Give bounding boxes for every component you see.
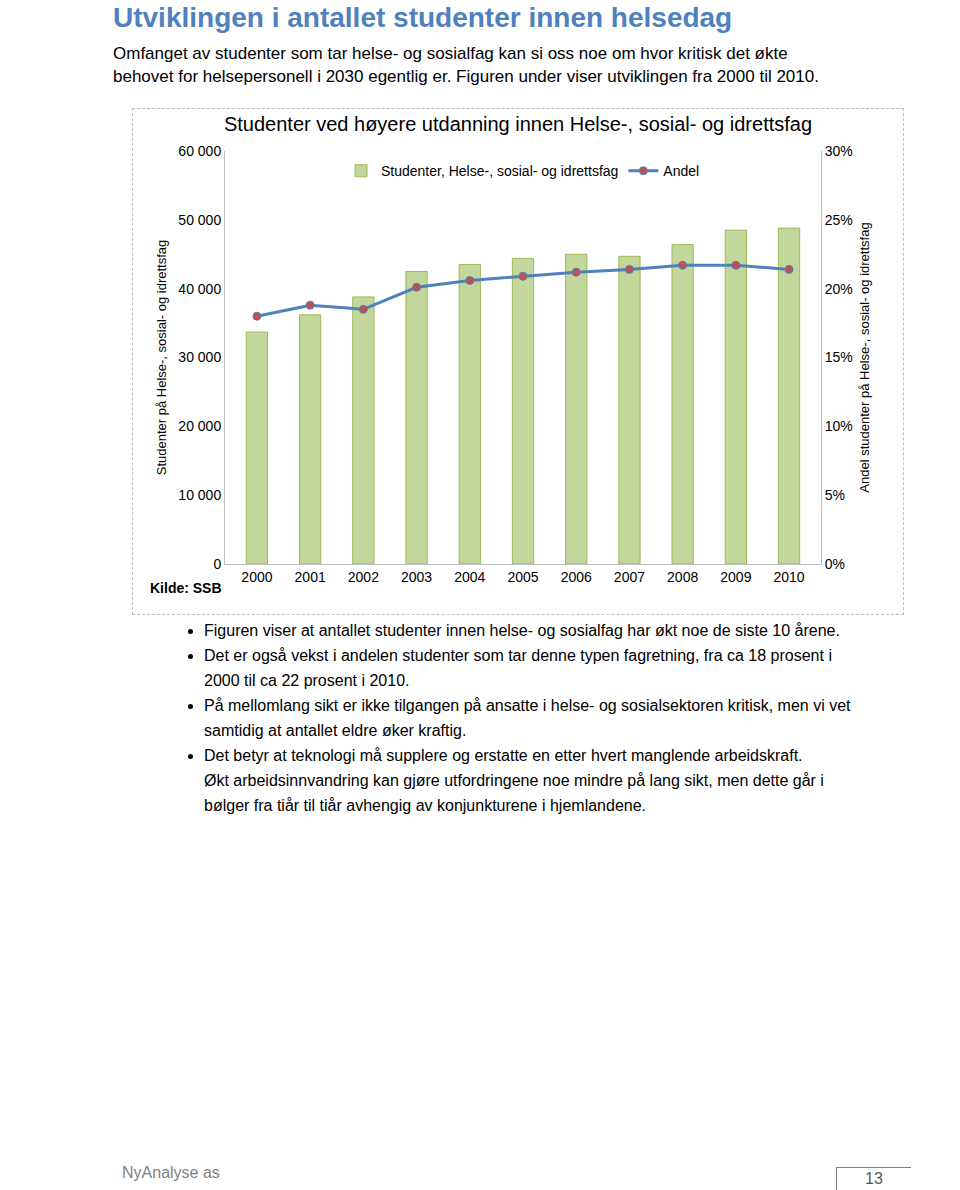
svg-text:15%: 15% xyxy=(825,349,853,365)
svg-text:30%: 30% xyxy=(825,143,853,159)
svg-text:5%: 5% xyxy=(825,487,845,503)
svg-text:2007: 2007 xyxy=(614,569,645,585)
svg-text:Studenter på Helse-, sosial- o: Studenter på Helse-, sosial- og idrettsf… xyxy=(154,240,169,476)
svg-text:2002: 2002 xyxy=(348,569,379,585)
svg-text:2004: 2004 xyxy=(454,569,485,585)
svg-text:25%: 25% xyxy=(825,212,853,228)
svg-text:2006: 2006 xyxy=(561,569,592,585)
html-text:NyAnalyse as: NyAnalyse as xyxy=(122,1164,220,1181)
svg-text:0: 0 xyxy=(213,556,221,572)
html-text:På mellomlang sikt er ikke til: På mellomlang sikt er ikke tilgangen på … xyxy=(204,697,851,739)
html-text:Det betyr at teknologi må supp: Det betyr at teknologi må supplere og er… xyxy=(204,747,803,764)
svg-text:50 000: 50 000 xyxy=(178,212,221,228)
svg-text:20 000: 20 000 xyxy=(178,418,221,434)
svg-text:20%: 20% xyxy=(825,281,853,297)
svg-text:Andel studenter på Helse-, sos: Andel studenter på Helse-, sosial- og id… xyxy=(857,222,872,492)
html-text:Utviklingen i antallet student: Utviklingen i antallet studenter innen h… xyxy=(113,2,733,33)
svg-text:2003: 2003 xyxy=(401,569,432,585)
svg-text:10%: 10% xyxy=(825,418,853,434)
svg-text:30 000: 30 000 xyxy=(178,349,221,365)
html-text:Omfanget av studenter som tar: Omfanget av studenter som tar helse- og … xyxy=(113,44,819,86)
svg-text:Studenter, Helse-, sosial- og: Studenter, Helse-, sosial- og idrettsfag xyxy=(381,163,618,179)
html-text:Det er også vekst i andelen st: Det er også vekst i andelen studenter so… xyxy=(204,647,832,689)
svg-text:40 000: 40 000 xyxy=(178,281,221,297)
svg-text:60 000: 60 000 xyxy=(178,143,221,159)
html-text:13: 13 xyxy=(865,1170,883,1187)
svg-text:2001: 2001 xyxy=(295,569,326,585)
svg-text:2009: 2009 xyxy=(720,569,751,585)
svg-text:2008: 2008 xyxy=(667,569,698,585)
svg-text:Studenter ved høyere utdanning: Studenter ved høyere utdanning innen Hel… xyxy=(224,113,812,135)
html-text:Kilde: SSB: Kilde: SSB xyxy=(150,580,222,596)
svg-text:2010: 2010 xyxy=(773,569,804,585)
html-text:Økt arbeidsinnvandring kan gjø: Økt arbeidsinnvandring kan gjøre utfordr… xyxy=(204,772,824,814)
svg-text:0%: 0% xyxy=(825,556,845,572)
svg-text:2005: 2005 xyxy=(507,569,538,585)
svg-text:2000: 2000 xyxy=(241,569,272,585)
html-text:Figuren viser at antallet stud: Figuren viser at antallet studenter inne… xyxy=(204,622,840,639)
svg-text:Andel: Andel xyxy=(663,163,699,179)
svg-text:10 000: 10 000 xyxy=(178,487,221,503)
